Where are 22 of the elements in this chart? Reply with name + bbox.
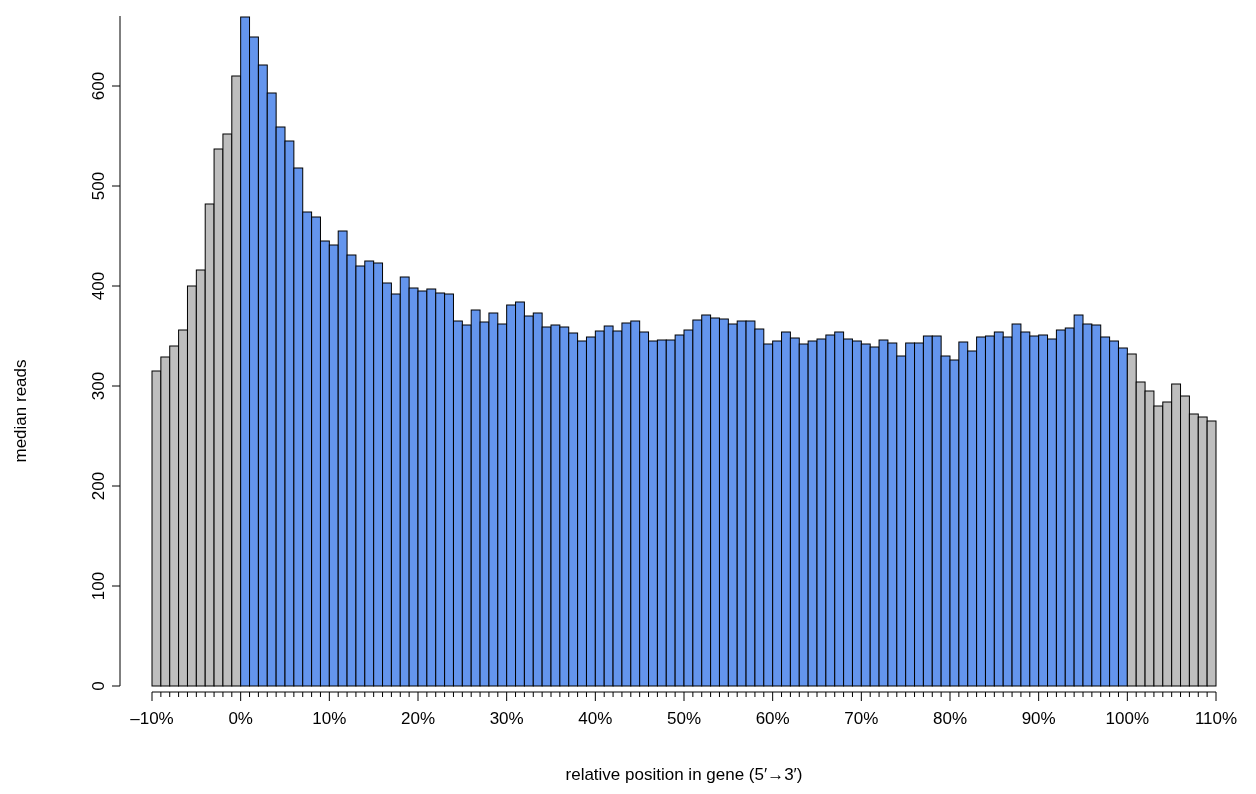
y-tick-label: 500 bbox=[89, 171, 108, 201]
y-tick-label: 300 bbox=[89, 371, 108, 401]
x-tick-label: 0% bbox=[228, 709, 253, 728]
x-tick-label: 90% bbox=[1021, 709, 1056, 728]
x-tick-label: 70% bbox=[844, 709, 879, 728]
y-tick-label: 0 bbox=[89, 681, 108, 691]
x-tick-label: 110% bbox=[1194, 709, 1238, 728]
x-tick-label: 50% bbox=[666, 709, 702, 728]
x-axis-title: relative position in gene (5′→3′) bbox=[565, 765, 803, 784]
y-tick-label: 600 bbox=[89, 71, 108, 101]
y-tick-label: 100 bbox=[89, 571, 108, 601]
x-tick-label: –10% bbox=[130, 709, 174, 728]
x-tick-label: 60% bbox=[755, 709, 790, 728]
x-tick-label: 40% bbox=[578, 709, 613, 728]
x-tick-label: 10% bbox=[312, 709, 347, 728]
x-tick-label: 20% bbox=[400, 709, 436, 728]
y-axis-title: median reads bbox=[11, 359, 30, 463]
y-tick-label: 200 bbox=[89, 471, 108, 501]
x-tick-label: 30% bbox=[489, 709, 524, 728]
x-tick-label: 100% bbox=[1105, 709, 1150, 728]
x-tick-label: 80% bbox=[932, 709, 968, 728]
y-tick-label: 400 bbox=[89, 271, 108, 301]
